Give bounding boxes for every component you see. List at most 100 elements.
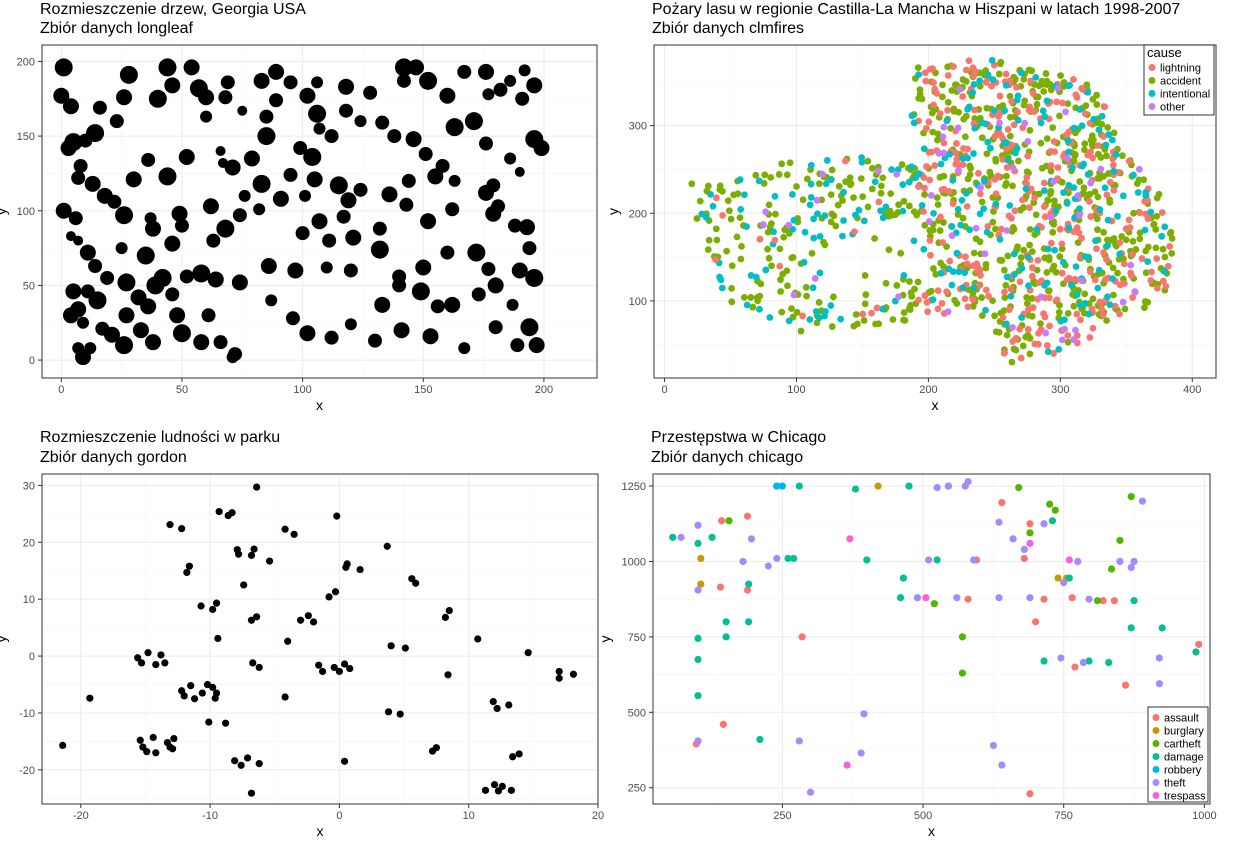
fire-point-accident xyxy=(885,212,892,220)
fire-point-intentional xyxy=(910,119,918,127)
crime-point-damage xyxy=(1192,648,1200,656)
tree-point xyxy=(401,173,416,188)
crime-point-theft xyxy=(677,533,685,541)
crime-point-assault xyxy=(1026,790,1034,798)
person-point xyxy=(237,761,245,769)
crime-point-theft xyxy=(970,556,978,564)
fire-point-lightning xyxy=(969,64,977,72)
person-point xyxy=(240,581,248,589)
fire-point-intentional xyxy=(976,210,984,218)
longleaf-subtitle: Zbiór danych longleaf xyxy=(40,20,194,37)
fire-point-accident xyxy=(1167,228,1175,236)
crime-point-damage xyxy=(694,655,702,664)
fire-point-accident xyxy=(1110,129,1118,137)
tree-point xyxy=(171,205,188,222)
fire-point-intentional xyxy=(958,196,966,204)
fire-point-lightning xyxy=(1043,342,1051,349)
fire-point-lightning xyxy=(952,149,959,157)
tree-point xyxy=(206,233,221,248)
fire-point-intentional xyxy=(941,154,949,162)
fire-point-accident xyxy=(868,164,876,172)
fire-point-accident xyxy=(1094,226,1101,234)
tree-point xyxy=(322,233,337,248)
fire-point-accident xyxy=(1093,91,1100,99)
fire-point-accident xyxy=(696,197,704,205)
clmfires-x-tick-label: 200 xyxy=(919,384,937,396)
fire-point-accident xyxy=(1040,88,1048,95)
crime-point-damage xyxy=(1158,624,1166,632)
fire-point-lightning xyxy=(875,198,883,206)
fire-point-intentional xyxy=(964,105,972,113)
fire-point-accident xyxy=(1057,72,1064,80)
fire-point-accident xyxy=(1097,154,1105,161)
fire-point-accident xyxy=(1103,152,1110,160)
chicago-x-tick-label: 1000 xyxy=(1192,810,1216,822)
tree-point xyxy=(285,311,300,326)
crime-point-theft xyxy=(773,554,781,563)
fire-point-accident xyxy=(1109,264,1117,272)
person-point xyxy=(315,661,323,669)
fire-point-other xyxy=(1097,165,1105,173)
tree-point xyxy=(526,77,543,94)
tree-point xyxy=(100,270,115,285)
gordon-subtitle: Zbiór danych gordon xyxy=(40,449,187,466)
person-point xyxy=(197,602,205,610)
crime-point-theft xyxy=(1085,595,1093,603)
fire-point-intentional xyxy=(937,269,945,277)
crime-point-theft xyxy=(995,594,1003,602)
fire-point-lightning xyxy=(1005,306,1013,314)
tree-point xyxy=(324,129,339,144)
chicago-legend-key-burglary xyxy=(1152,727,1160,734)
fire-point-lightning xyxy=(921,292,929,300)
fire-point-lightning xyxy=(938,299,946,307)
tree-point xyxy=(265,294,278,307)
person-point xyxy=(234,550,243,558)
person-point xyxy=(152,749,160,757)
fire-point-lightning xyxy=(999,156,1007,163)
fire-point-accident xyxy=(693,215,701,222)
crime-point-theft xyxy=(806,788,815,796)
tree-point xyxy=(268,63,285,80)
fire-point-intentional xyxy=(840,188,847,196)
longleaf-points xyxy=(53,58,550,366)
fire-point-accident xyxy=(846,174,854,182)
tree-point xyxy=(457,64,472,79)
fire-point-intentional xyxy=(1063,200,1071,207)
fire-point-accident xyxy=(723,247,731,255)
fire-point-lightning xyxy=(1111,302,1119,310)
tree-point xyxy=(418,147,433,162)
fire-point-accident xyxy=(960,115,968,123)
fire-point-lightning xyxy=(929,65,936,73)
gordon-y-tick-label: 0 xyxy=(29,651,35,663)
fire-point-accident xyxy=(944,98,952,106)
clmfires-y-tick-label: 100 xyxy=(629,296,647,308)
fire-point-lightning xyxy=(1087,213,1095,221)
fire-point-intentional xyxy=(1161,268,1168,275)
fire-point-lightning xyxy=(842,157,849,165)
fire-point-intentional xyxy=(1055,345,1063,353)
fire-point-other xyxy=(1037,293,1045,301)
tree-point xyxy=(372,221,387,236)
fire-point-other xyxy=(940,149,948,157)
person-point xyxy=(445,606,453,615)
tree-point xyxy=(313,122,326,135)
fire-point-intentional xyxy=(1025,282,1032,290)
fire-point-other xyxy=(1070,336,1078,344)
crime-point-theft xyxy=(1074,557,1082,566)
fire-point-lightning xyxy=(950,63,957,71)
fire-point-intentional xyxy=(1037,119,1045,127)
fire-point-other xyxy=(811,275,819,282)
fire-point-accident xyxy=(828,323,836,330)
tree-point xyxy=(55,202,72,219)
fire-point-other xyxy=(759,221,767,229)
fire-point-lightning xyxy=(915,296,922,304)
fire-point-lightning xyxy=(992,190,1000,198)
fire-point-lightning xyxy=(959,93,967,100)
tree-point xyxy=(148,89,167,108)
fire-point-intentional xyxy=(879,214,887,222)
fire-point-other xyxy=(1072,326,1079,334)
clmfires-subtitle: Zbiór danych clmfires xyxy=(652,20,804,37)
crime-point-assault xyxy=(798,633,806,641)
fire-point-lightning xyxy=(1103,191,1111,199)
